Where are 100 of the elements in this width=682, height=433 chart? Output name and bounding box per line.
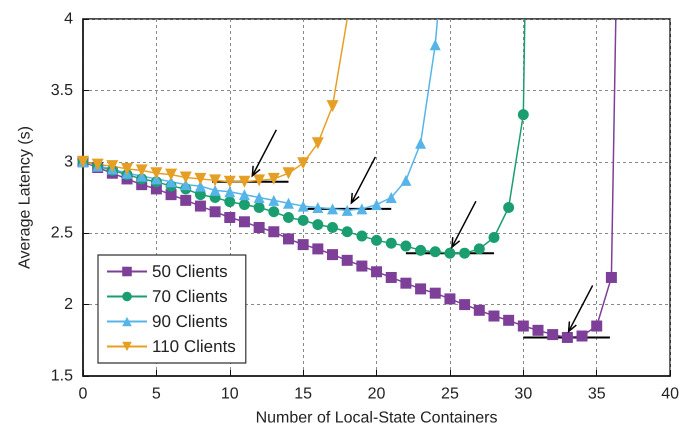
point [547, 329, 558, 340]
y-tick-label: 2 [64, 296, 74, 314]
point [400, 174, 412, 186]
point [238, 176, 250, 188]
point [298, 200, 309, 212]
point [474, 243, 485, 254]
point [459, 248, 470, 259]
point [298, 239, 309, 250]
point [430, 39, 441, 50]
point [503, 314, 514, 326]
point [165, 168, 178, 181]
point [400, 278, 412, 289]
point [562, 332, 573, 343]
point [282, 212, 294, 223]
point [518, 109, 529, 120]
legend-label: 70 Clients [152, 287, 228, 306]
point [371, 234, 382, 246]
point [209, 174, 222, 186]
point [459, 299, 470, 310]
point [121, 162, 134, 175]
point [356, 203, 368, 214]
x-axis-title: Number of Local-State Containers [256, 410, 498, 426]
point [312, 202, 324, 213]
point [474, 304, 485, 316]
point [180, 194, 192, 206]
point [238, 216, 250, 228]
legend-label: 90 Clients [152, 312, 228, 331]
x-tick-label: 30 [514, 386, 532, 402]
point [136, 164, 148, 176]
x-tick-label: 10 [220, 386, 239, 402]
point [312, 137, 324, 150]
point [415, 283, 426, 294]
point [253, 174, 266, 186]
point [606, 272, 617, 283]
x-tick-label: 20 [368, 386, 386, 402]
legend-label: 110 Clients [152, 337, 236, 356]
point [312, 243, 324, 254]
point [371, 266, 382, 278]
point [342, 226, 353, 238]
point [386, 192, 397, 203]
point [518, 320, 529, 332]
point [297, 157, 310, 170]
point [268, 226, 280, 238]
point [268, 172, 280, 185]
point [224, 212, 236, 223]
point [356, 230, 368, 242]
x-tick-label: 35 [588, 386, 606, 402]
point [180, 172, 192, 184]
point [356, 260, 368, 272]
y-tick-label: 3.5 [50, 82, 74, 99]
point [503, 202, 514, 213]
point [282, 198, 294, 209]
point [106, 160, 118, 172]
point [150, 167, 162, 180]
point [327, 249, 338, 260]
point [444, 248, 456, 259]
y-axis-title: Average Latency (s) [16, 126, 34, 269]
point [342, 254, 353, 266]
point [268, 206, 280, 218]
x-tick-label: 25 [441, 386, 459, 402]
point [415, 138, 426, 149]
point [194, 172, 206, 185]
point [591, 320, 602, 332]
legend-label: 50 Clients [152, 262, 228, 281]
point [268, 194, 280, 206]
point [488, 310, 500, 322]
point [444, 293, 456, 304]
point [386, 272, 397, 283]
y-tick-label: 2.5 [50, 224, 74, 242]
point [532, 324, 544, 336]
point [327, 203, 338, 214]
point [326, 100, 339, 112]
point [224, 196, 236, 208]
point [488, 232, 500, 243]
point [194, 200, 206, 212]
point [224, 176, 236, 188]
point [238, 189, 250, 200]
point [254, 222, 265, 233]
x-tick-label: 5 [152, 386, 161, 402]
x-tick-label: 0 [78, 386, 88, 402]
point [312, 219, 324, 230]
point [386, 238, 397, 249]
point [430, 288, 441, 299]
point [430, 246, 441, 258]
point [254, 192, 265, 203]
y-tick-label: 1.5 [50, 368, 74, 384]
point [298, 214, 309, 226]
point [282, 167, 294, 180]
point [210, 184, 221, 196]
point [282, 233, 294, 244]
point [254, 202, 265, 213]
point [576, 330, 588, 342]
point [327, 222, 338, 233]
point [224, 186, 236, 198]
x-tick-label: 40 [661, 386, 680, 402]
point [415, 244, 426, 256]
point [342, 204, 353, 216]
y-tick-label: 3 [64, 153, 74, 170]
y-tick-label: 4 [64, 10, 74, 28]
x-tick-label: 15 [294, 386, 312, 402]
